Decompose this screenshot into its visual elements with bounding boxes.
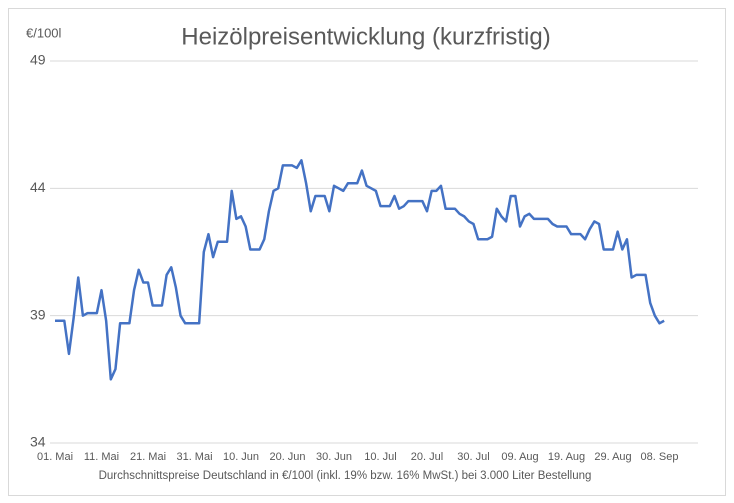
line-series <box>55 159 665 381</box>
x-tick-label: 10. Jun <box>223 451 259 463</box>
x-tick-label: 09. Aug <box>501 451 538 463</box>
x-tick-label: 30. Jul <box>457 451 489 463</box>
x-tick-label: 19. Aug <box>548 451 585 463</box>
x-tick-label: 10. Jul <box>364 451 396 463</box>
x-tick-label: 31. Mai <box>176 451 212 463</box>
y-tick-label: 34 <box>30 434 46 450</box>
chart-title: Heizölpreisentwicklung (kurzfristig) <box>181 23 550 50</box>
x-tick-label: 20. Jun <box>269 451 305 463</box>
x-tick-label: 20. Jul <box>411 451 443 463</box>
x-tick-label: 08. Sep <box>641 451 679 463</box>
x-tick-label: 21. Mai <box>130 451 166 463</box>
y-unit: €/100l <box>26 25 62 40</box>
y-tick-label: 44 <box>30 179 46 195</box>
x-tick-label: 11. Mai <box>84 451 119 463</box>
chart-border <box>8 8 726 496</box>
x-axis-label: Durchschnittspreise Deutschland in €/100… <box>99 470 592 482</box>
x-tick-label: 30. Jun <box>316 451 352 463</box>
x-tick-label: 01. Mai <box>37 451 73 463</box>
x-tick-label: 29. Aug <box>594 451 631 463</box>
y-tick-label: 49 <box>30 52 46 68</box>
y-tick-label: 39 <box>30 306 46 322</box>
